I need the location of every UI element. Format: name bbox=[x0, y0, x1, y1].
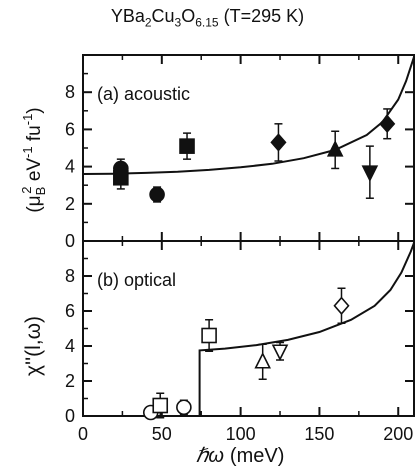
data-point bbox=[152, 392, 169, 419]
x-tick-label: 150 bbox=[304, 424, 334, 444]
title-compound-part: Cu bbox=[151, 6, 175, 26]
marker-diamond bbox=[333, 296, 350, 315]
marker-square bbox=[179, 138, 195, 154]
ylabel-sub: B bbox=[33, 187, 48, 196]
ylabel-sup3: -1 bbox=[20, 114, 35, 126]
data-point bbox=[201, 319, 217, 352]
fit-curve bbox=[83, 56, 414, 175]
ylabel-sup: 2 bbox=[19, 186, 34, 193]
x-axis-label: ℏω (meV) bbox=[196, 445, 285, 467]
panel-label: (b) optical bbox=[97, 270, 176, 290]
title-compound-subscript: 3 bbox=[174, 15, 182, 30]
marker-diamond bbox=[379, 114, 396, 134]
panel-acoustic: 0 2 4 6 8 (a) acoustic bbox=[65, 54, 415, 251]
plot-frame bbox=[82, 54, 415, 242]
data-point bbox=[149, 186, 165, 203]
y-tick-label: 4 bbox=[65, 157, 75, 177]
ylabel-mid: eV bbox=[24, 158, 45, 187]
y-tick-label: 8 bbox=[65, 266, 75, 286]
title-compound-subscript: 2 bbox=[144, 15, 152, 30]
ylabel-sup2: -1 bbox=[20, 146, 35, 158]
ylabel-open: (μ bbox=[24, 195, 45, 212]
marker-square bbox=[113, 169, 129, 186]
x-tick-label: 200 bbox=[383, 424, 413, 444]
title-compound-part: O bbox=[181, 6, 196, 26]
data-point bbox=[113, 165, 129, 190]
y-tick-label: 6 bbox=[65, 301, 75, 321]
y-tick-label: 0 bbox=[65, 406, 75, 426]
marker-circle bbox=[176, 399, 192, 416]
data-point bbox=[361, 145, 379, 199]
y-tick-label: 6 bbox=[65, 119, 75, 139]
xlabel-symbol: ℏω bbox=[196, 445, 224, 467]
marker-triangle-down bbox=[271, 344, 289, 362]
plot-frame bbox=[82, 240, 415, 417]
panel-label: (a) acoustic bbox=[97, 84, 190, 104]
marker-triangle-up bbox=[326, 140, 344, 157]
data-point bbox=[179, 132, 195, 160]
marker-square bbox=[201, 327, 217, 344]
x-tick-label: 0 bbox=[78, 424, 88, 444]
title-compound-subscript: 6.15 bbox=[195, 15, 219, 30]
panel-optical: 0 2 4 6 8 0 50 100 150 200 (b) optical bbox=[65, 240, 415, 444]
marker-circle bbox=[149, 186, 165, 203]
marker-triangle-up bbox=[254, 351, 271, 369]
data-point bbox=[254, 343, 271, 380]
y-tick-label: 4 bbox=[65, 336, 75, 356]
ylabel-end: fu bbox=[24, 125, 45, 146]
data-point bbox=[326, 130, 344, 170]
x-tick-label: 100 bbox=[226, 424, 256, 444]
y-tick-label: 8 bbox=[65, 82, 75, 102]
data-point bbox=[270, 123, 287, 162]
data-point bbox=[379, 108, 396, 140]
title-compound-part: YBa bbox=[110, 6, 145, 26]
data-point bbox=[176, 399, 192, 416]
xlabel-unit: (meV) bbox=[230, 445, 284, 467]
x-tick-label: 50 bbox=[152, 424, 172, 444]
ylabel-close: ) bbox=[24, 107, 45, 113]
y-tick-label: 2 bbox=[65, 194, 75, 214]
y-axis-label-units: (μB2 eV-1 fu-1) bbox=[19, 107, 48, 212]
fit-curve bbox=[83, 242, 414, 416]
y-tick-label: 0 bbox=[65, 231, 75, 251]
marker-triangle-down bbox=[361, 165, 379, 182]
marker-diamond bbox=[270, 133, 287, 152]
marker-square bbox=[152, 397, 169, 414]
y-axis-label-chi: χ''(l,ω) bbox=[22, 316, 45, 376]
data-point bbox=[333, 287, 350, 324]
data-point bbox=[271, 341, 289, 362]
axis-labels: χ''(l,ω) (μB2 eV-1 fu-1) ℏω (meV) bbox=[19, 107, 284, 467]
y-tick-label: 2 bbox=[65, 371, 75, 391]
title-temperature: (T=295 K) bbox=[223, 6, 305, 26]
figure-title: YBa2Cu3O6.15 (T=295 K) bbox=[0, 6, 415, 30]
